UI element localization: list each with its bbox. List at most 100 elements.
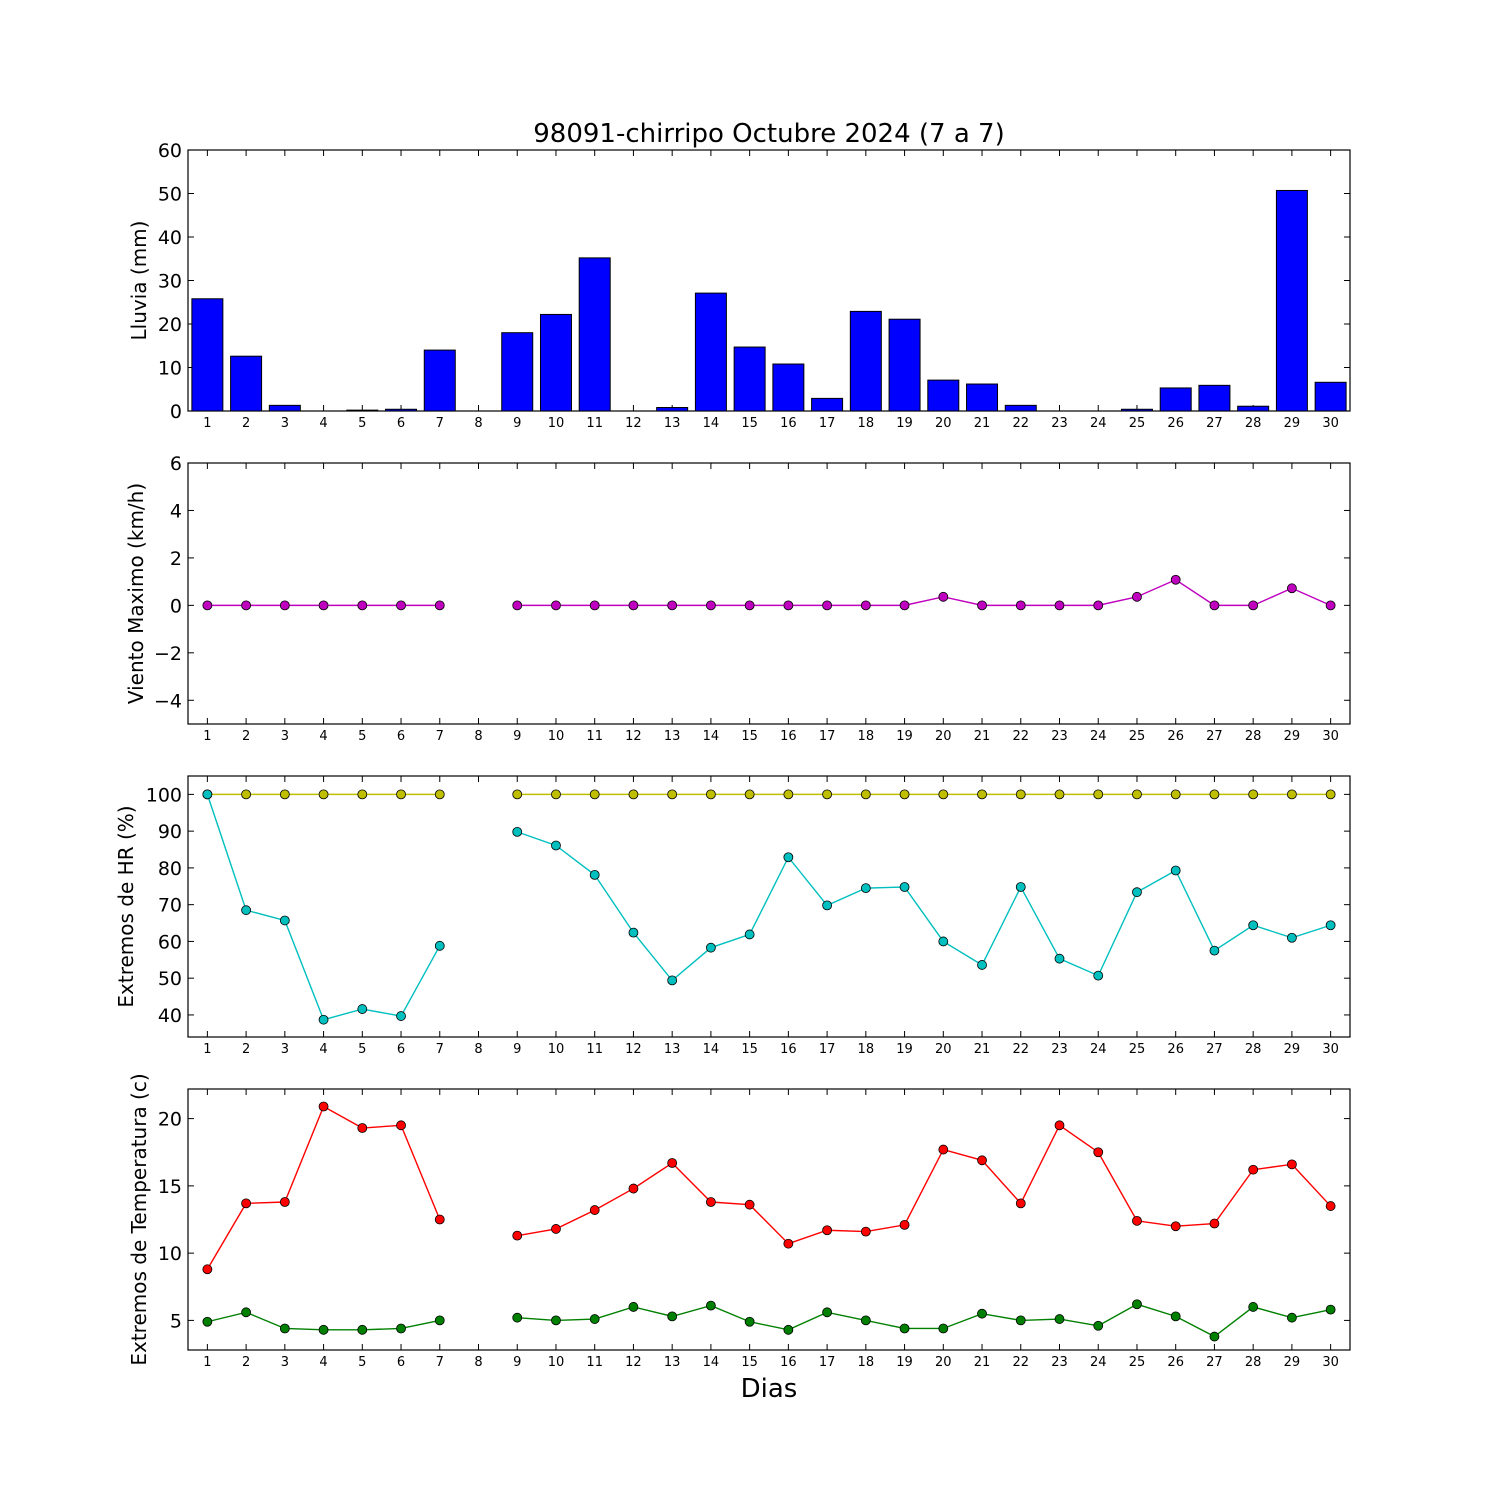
hr-xtick-label: 20: [935, 1042, 952, 1057]
viento-ytick-label: −4: [154, 690, 182, 712]
lluvia-ytick-label: 30: [158, 271, 182, 293]
viento-ytick-label: 0: [170, 595, 182, 617]
lluvia-bar: [772, 363, 805, 412]
hr-xtick-label: 8: [474, 1042, 482, 1057]
temp-series-0-point: [318, 1101, 329, 1112]
lluvia-xtick-label: 15: [741, 416, 758, 431]
temp-series-1-line: [517, 1303, 1331, 1338]
hr-series-1-point: [1132, 887, 1142, 898]
viento-series-0-point: [860, 600, 871, 611]
hr-series-0-point: [1325, 789, 1336, 800]
lluvia-xtick-label: 6: [397, 416, 405, 431]
hr-xtick-label: 14: [703, 1042, 720, 1057]
viento-xtick-label: 3: [281, 729, 289, 744]
temp-series-0-line: [206, 1105, 441, 1270]
hr-xtick-label: 5: [358, 1042, 366, 1057]
hr-series-1-point: [1325, 920, 1336, 931]
temp-xtick-label: 18: [858, 1355, 875, 1370]
viento-series-0-point: [977, 600, 987, 611]
lluvia-xtick-label: 7: [436, 416, 444, 431]
hr-xtick-label: 22: [1012, 1042, 1029, 1057]
hr-xtick-label: 19: [896, 1042, 913, 1057]
hr-xtick-label: 7: [436, 1042, 444, 1057]
hr-series-1-point: [938, 936, 949, 947]
temp-xtick-label: 25: [1129, 1355, 1146, 1370]
viento-xtick-label: 4: [319, 729, 327, 744]
viento-xtick-label: 30: [1322, 729, 1339, 744]
hr-series-0-point: [1209, 789, 1220, 800]
hr-series-0-point: [860, 789, 871, 800]
lluvia-bar: [578, 257, 611, 412]
hr-series-1-line: [517, 831, 1331, 982]
temp-series-1-point: [318, 1324, 329, 1335]
viento-series-0-point: [1170, 574, 1181, 585]
viento-series-0-point: [318, 600, 329, 611]
hr-xtick-label: 24: [1090, 1042, 1107, 1057]
temp-series-1-point: [860, 1315, 871, 1326]
viento-series-0-point: [1248, 600, 1259, 611]
lluvia-bar: [1237, 405, 1270, 412]
hr-xtick-label: 28: [1245, 1042, 1262, 1057]
hr-series-1-point: [1054, 953, 1065, 964]
temp-series-1-point: [1132, 1299, 1142, 1310]
viento-xtick-label: 9: [513, 729, 521, 744]
temp-series-0-point: [1015, 1198, 1026, 1209]
hr-xtick-label: 9: [513, 1042, 521, 1057]
temp-plot-frame: [187, 1088, 1351, 1351]
lluvia-xtick-label: 16: [780, 416, 797, 431]
lluvia-bar: [927, 379, 960, 412]
hr-xtick-label: 6: [397, 1042, 405, 1057]
viento-xtick-label: 27: [1206, 729, 1223, 744]
hr-xtick-label: 3: [281, 1042, 289, 1057]
hr-series-1-point: [357, 1004, 368, 1014]
lluvia-xtick-label: 21: [974, 416, 991, 431]
temp-xtick-label: 30: [1322, 1355, 1339, 1370]
temp-series-1-point: [667, 1311, 678, 1322]
viento-series-0-point: [434, 600, 445, 611]
viento-series-0-line: [517, 578, 1331, 607]
viento-series-0-point: [357, 600, 368, 611]
lluvia-xtick-label: 11: [586, 416, 603, 431]
hr-series-0-point: [744, 789, 755, 800]
lluvia-plot-frame: [187, 149, 1351, 412]
temp-series-0-point: [899, 1219, 910, 1230]
viento-series-0-point: [822, 600, 832, 611]
viento-series-0-point: [783, 600, 794, 611]
viento-series-0-point: [241, 600, 252, 611]
lluvia-ytick-label: 0: [170, 401, 182, 423]
lluvia-bar: [346, 409, 379, 412]
hr-series-1-point: [1209, 945, 1220, 956]
lluvia-bar: [423, 349, 456, 412]
lluvia-xtick-label: 20: [935, 416, 952, 431]
hr-series-1-point: [241, 905, 252, 916]
hr-series-1-point: [822, 900, 832, 911]
hr-xtick-label: 15: [741, 1042, 758, 1057]
hr-series-0-point: [1015, 789, 1026, 800]
viento-xtick-label: 14: [703, 729, 720, 744]
temp-series-0-point: [628, 1183, 639, 1194]
lluvia-xtick-label: 1: [203, 416, 211, 431]
viento-series-0-point: [667, 600, 678, 611]
lluvia-bar: [656, 407, 689, 412]
temp-xtick-label: 15: [741, 1355, 758, 1370]
hr-series-0-point: [551, 789, 561, 800]
hr-series-1-point: [202, 789, 213, 800]
hr-xtick-label: 21: [974, 1042, 991, 1057]
hr-ytick-label: 90: [158, 821, 182, 843]
temp-series-0-point: [706, 1197, 716, 1207]
lluvia-xtick-label: 26: [1167, 416, 1184, 431]
hr-series-0-point: [1093, 789, 1104, 800]
chart-title: 98091-chirripo Octubre 2024 (7 a 7): [533, 119, 1005, 149]
viento-xtick-label: 25: [1129, 729, 1146, 744]
temp-series-1-point: [1054, 1314, 1065, 1324]
hr-series-0-point: [977, 789, 987, 800]
viento-xtick-label: 29: [1284, 729, 1301, 744]
viento-series-0-point: [1132, 591, 1142, 602]
hr-series-0-point: [318, 789, 329, 800]
lluvia-xtick-label: 10: [548, 416, 565, 431]
lluvia-xtick-label: 9: [513, 416, 521, 431]
viento-xtick-label: 2: [242, 729, 250, 744]
temp-series-0-point: [241, 1198, 252, 1209]
temp-series-1-point: [396, 1323, 406, 1334]
